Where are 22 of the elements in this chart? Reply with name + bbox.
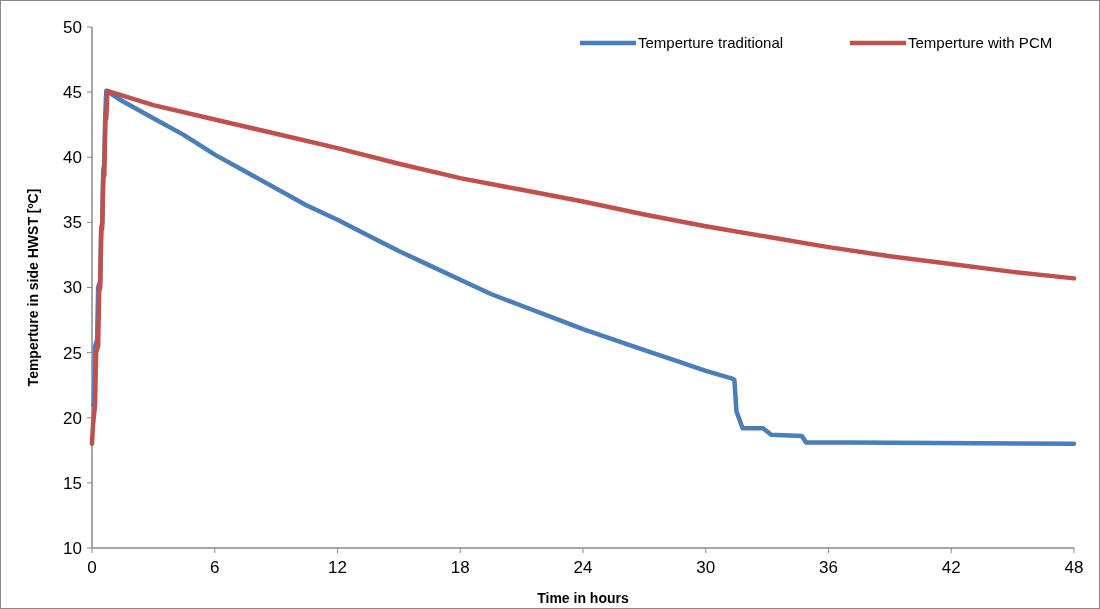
x-tick-label: 18 xyxy=(450,558,470,577)
legend-label: Temperture traditional xyxy=(638,34,784,52)
y-tick-label: 30 xyxy=(63,278,82,298)
y-tick-label: 15 xyxy=(63,473,82,493)
y-tick-label: 50 xyxy=(63,17,82,37)
y-tick-label: 10 xyxy=(63,538,82,558)
x-tick-label: 42 xyxy=(941,558,961,577)
x-tick-label: 0 xyxy=(87,558,97,577)
y-tick-label: 35 xyxy=(63,213,82,233)
x-tick-label: 24 xyxy=(573,558,593,577)
y-tick-label: 25 xyxy=(63,343,82,363)
x-tick-label: 30 xyxy=(696,558,716,577)
y-tick-label: 45 xyxy=(63,83,82,103)
x-tick-label: 48 xyxy=(1064,558,1084,577)
x-tick-label: 6 xyxy=(210,558,220,577)
x-axis-title: Time in hours xyxy=(537,590,629,606)
x-tick-label: 36 xyxy=(819,558,838,577)
y-axis-title: Temperture in side HWST [ºC] xyxy=(25,188,41,387)
y-tick-label: 20 xyxy=(63,408,82,428)
y-tick-label: 40 xyxy=(63,148,82,168)
legend-label: Temperture with PCM xyxy=(908,34,1053,52)
x-tick-label: 12 xyxy=(328,558,347,577)
